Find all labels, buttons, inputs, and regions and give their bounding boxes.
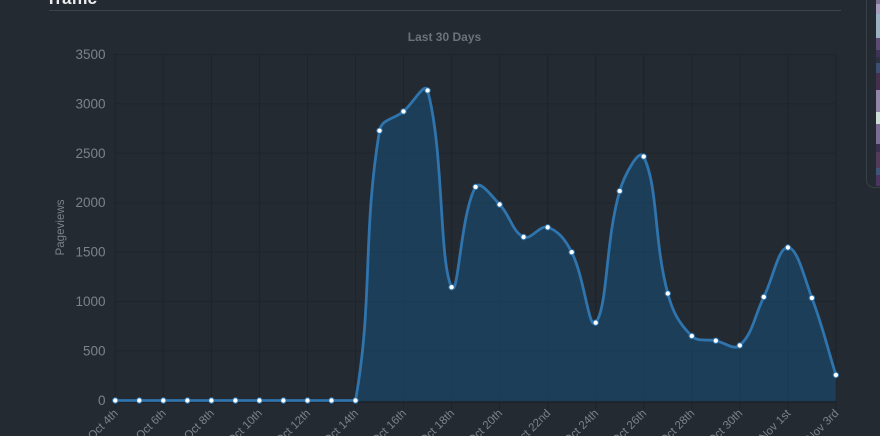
svg-text:Oct 24th: Oct 24th — [562, 408, 601, 436]
svg-text:3000: 3000 — [75, 96, 105, 111]
svg-text:Oct 16th: Oct 16th — [370, 408, 409, 436]
svg-text:Oct 22nd: Oct 22nd — [512, 408, 553, 436]
svg-text:1000: 1000 — [75, 294, 105, 309]
svg-text:Oct 12th: Oct 12th — [274, 408, 313, 436]
svg-text:Oct 30th: Oct 30th — [706, 408, 745, 436]
svg-text:Oct 4th: Oct 4th — [86, 408, 121, 436]
svg-text:Pageviews: Pageviews — [54, 199, 67, 255]
svg-text:Last 30 Days: Last 30 Days — [408, 30, 482, 44]
svg-text:2000: 2000 — [75, 195, 105, 210]
svg-text:Oct 26th: Oct 26th — [610, 408, 649, 436]
svg-text:0: 0 — [98, 393, 106, 408]
svg-text:Oct 28th: Oct 28th — [658, 408, 697, 436]
svg-text:1500: 1500 — [75, 245, 105, 260]
svg-text:Oct 14th: Oct 14th — [322, 408, 361, 436]
svg-text:Nov 3rd: Nov 3rd — [804, 408, 841, 436]
svg-text:3500: 3500 — [75, 47, 105, 62]
svg-text:Oct 20th: Oct 20th — [466, 408, 505, 436]
svg-text:2500: 2500 — [75, 146, 105, 161]
svg-text:Oct 6th: Oct 6th — [134, 408, 169, 436]
svg-text:Nov 1st: Nov 1st — [757, 407, 794, 436]
svg-text:Oct 8th: Oct 8th — [182, 408, 217, 436]
svg-text:500: 500 — [83, 343, 106, 358]
svg-text:Oct 18th: Oct 18th — [418, 408, 457, 436]
svg-text:Oct 10th: Oct 10th — [226, 408, 265, 436]
